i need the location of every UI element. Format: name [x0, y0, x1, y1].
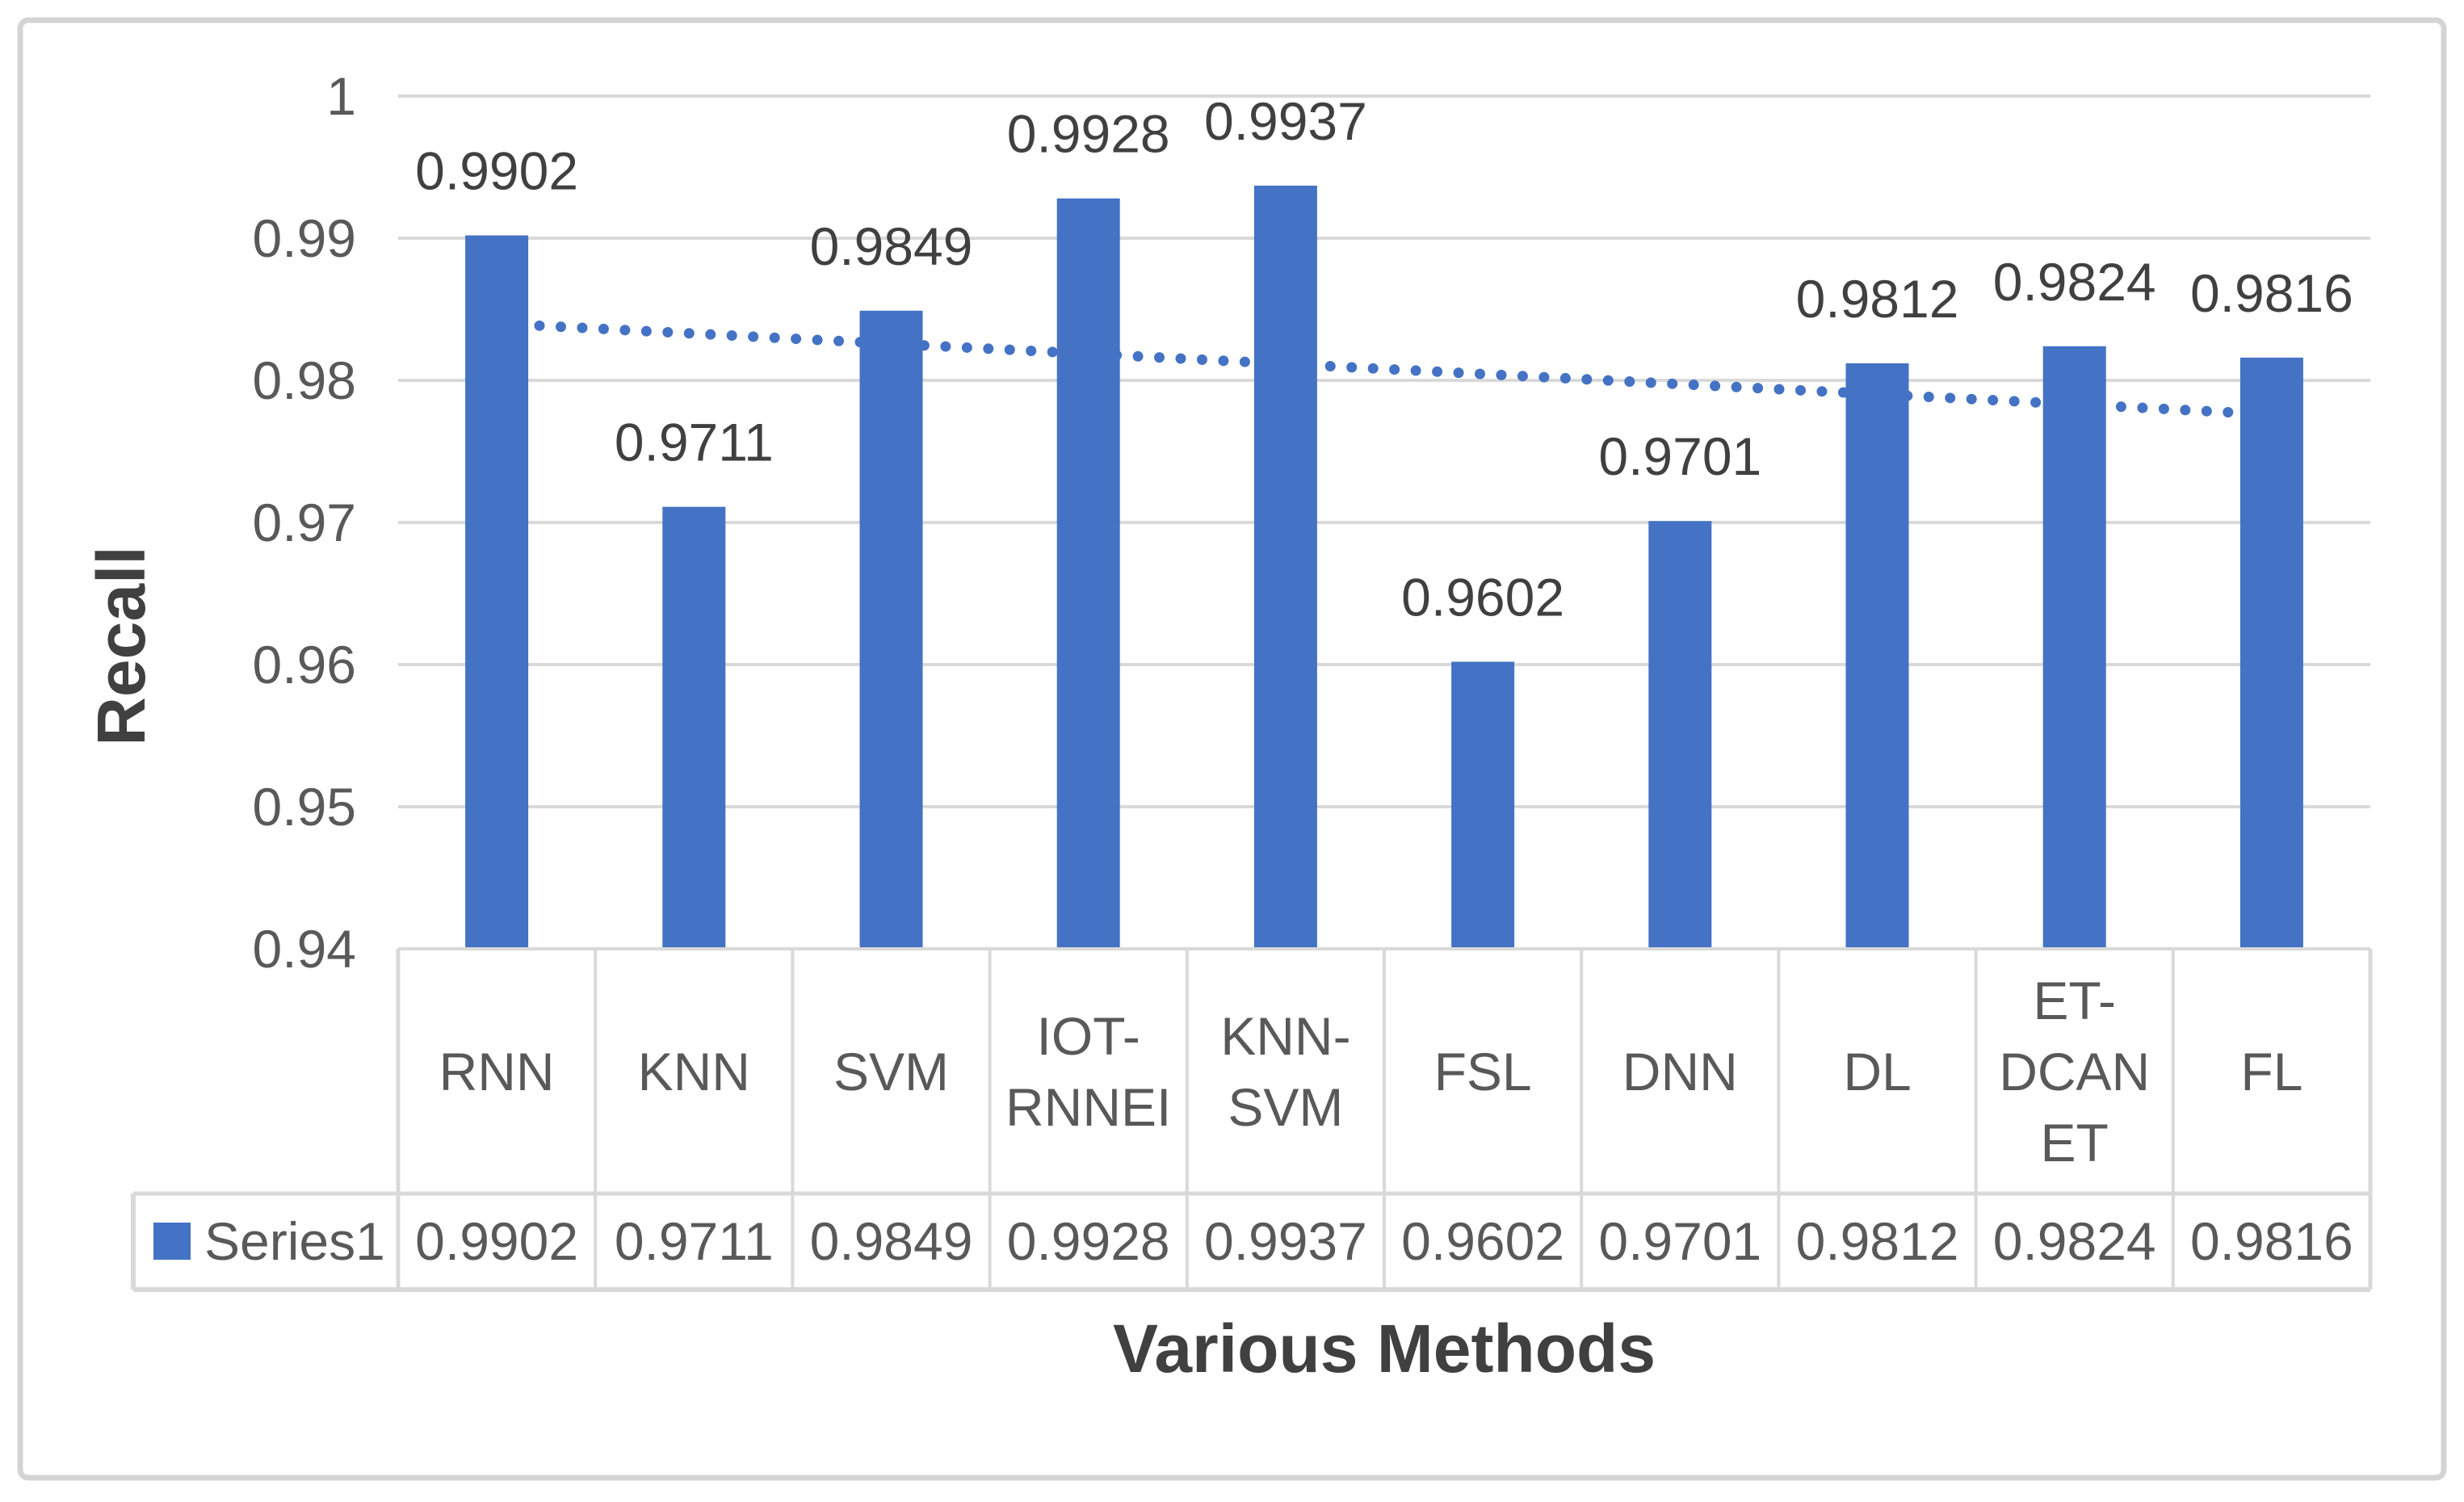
- bar-knn: [662, 506, 726, 949]
- category-label: SVM: [833, 1042, 949, 1101]
- bar-knn-svm: [1253, 185, 1317, 949]
- y-tick-label: 0.94: [253, 919, 356, 979]
- table-value: 0.9928: [1007, 1211, 1170, 1271]
- table-value: 0.9816: [2190, 1211, 2353, 1271]
- category-label: RNN: [439, 1042, 555, 1101]
- y-tick-label: 0.96: [253, 635, 356, 694]
- bar-data-labels: 0.9902 0.9711 0.9849 0.9928 0.9937 0.9602 0.97…: [415, 91, 2353, 627]
- trendline-dotted: [491, 318, 2277, 420]
- table-value: 0.9849: [810, 1211, 973, 1271]
- y-tick-label: 0.99: [253, 208, 356, 268]
- table-value: 0.9602: [1401, 1211, 1564, 1271]
- y-tick-label: 1: [326, 66, 356, 126]
- y-tick-label: 0.97: [253, 493, 356, 552]
- y-tick-label: 0.95: [253, 777, 356, 837]
- bar-dnn: [1648, 521, 1712, 949]
- bar-et-dcanet: [2042, 346, 2106, 949]
- category-label: KNN-: [1220, 1006, 1350, 1066]
- table-value: 0.9711: [615, 1211, 774, 1271]
- bar-data-label: 0.9602: [1401, 567, 1564, 627]
- category-labels: RNN KNN SVM IOT- RNNEI KNN- SVM FSL DNN DL ET- DCAN…: [439, 971, 2303, 1173]
- bars: [465, 185, 2303, 950]
- category-label: ET: [2041, 1113, 2109, 1173]
- bar-data-label: 0.9812: [1796, 269, 1959, 329]
- category-label: KNN: [638, 1042, 750, 1101]
- legend: Series1: [153, 1211, 385, 1271]
- bar-iot-rnnei: [1056, 198, 1120, 950]
- bar-data-label: 0.9816: [2190, 263, 2353, 323]
- data-table-borders: [131, 947, 2373, 1292]
- bar-rnn: [465, 235, 529, 950]
- bar-data-label: 0.9849: [810, 216, 973, 276]
- bar-data-label: 0.9824: [1993, 252, 2156, 312]
- bar-fl: [2239, 357, 2303, 950]
- bar-data-label: 0.9711: [615, 413, 774, 472]
- bar-data-label: 0.9937: [1204, 91, 1367, 151]
- bar-svm: [859, 310, 923, 949]
- bar-data-label: 0.9902: [415, 141, 578, 200]
- bar-data-label: 0.9928: [1007, 104, 1170, 164]
- category-label: RNNEI: [1005, 1077, 1171, 1137]
- table-value: 0.9902: [415, 1211, 578, 1271]
- category-label: FL: [2240, 1042, 2302, 1101]
- y-axis-title: Recall: [83, 546, 159, 746]
- table-value: 0.9824: [1993, 1211, 2156, 1271]
- y-tick-label: 0.98: [253, 350, 356, 410]
- category-label: IOT-: [1037, 1006, 1140, 1066]
- category-label: DCAN: [1999, 1042, 2150, 1101]
- x-axis-title: Various Methods: [1113, 1311, 1656, 1387]
- bar-dl: [1845, 363, 1909, 949]
- table-value: 0.9701: [1598, 1211, 1761, 1271]
- bar-data-label: 0.9701: [1598, 426, 1761, 486]
- y-axis-tick-labels: 1 0.99 0.98 0.97 0.96 0.95 0.94: [253, 66, 356, 979]
- category-label: ET-: [2033, 971, 2116, 1030]
- category-label: SVM: [1228, 1077, 1343, 1137]
- chart-frame: [17, 17, 2447, 1481]
- legend-swatch: [153, 1223, 191, 1260]
- category-label: FSL: [1434, 1042, 1532, 1101]
- data-table-values: 0.9902 0.9711 0.9849 0.9928 0.9937 0.9602 0.97…: [415, 1211, 2353, 1271]
- category-label: DL: [1843, 1042, 1911, 1101]
- table-value: 0.9812: [1796, 1211, 1959, 1271]
- bar-fsl: [1451, 661, 1515, 949]
- category-label: DNN: [1622, 1042, 1738, 1101]
- legend-label: Series1: [204, 1211, 385, 1271]
- trendline-group: [491, 318, 2277, 420]
- table-value: 0.9937: [1204, 1211, 1367, 1271]
